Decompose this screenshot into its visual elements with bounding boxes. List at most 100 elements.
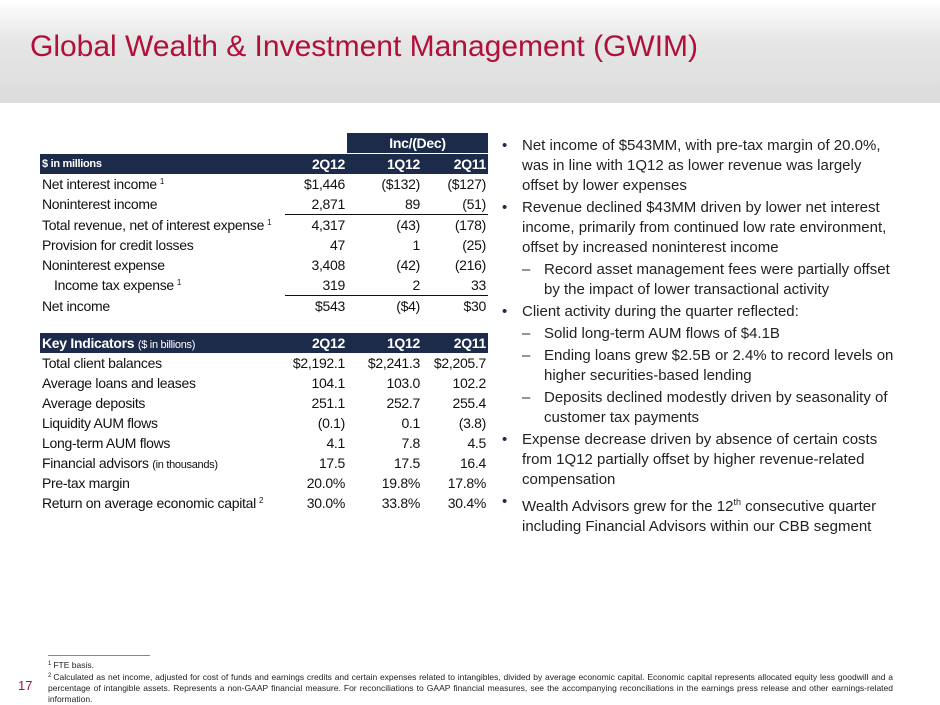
bullet-text: Expense decrease driven by absence of ce… xyxy=(522,431,878,488)
cell: (3.8) xyxy=(458,415,487,431)
cell: 102.2 xyxy=(452,375,486,391)
label-text: Long-term AUM flows xyxy=(42,435,171,451)
cell: 19.8% xyxy=(381,475,421,491)
cell: $1,446 xyxy=(285,174,347,194)
bullet: Deposits declined modestly driven by sea… xyxy=(500,388,900,428)
footnote-text: Calculated as net income, adjusted for c… xyxy=(48,672,893,704)
cell-value: 89 xyxy=(405,196,420,212)
cell: 7.8 xyxy=(401,435,420,451)
table-row: Noninterest income 2,871 89 (51) xyxy=(40,194,488,215)
column-header: 2Q11 xyxy=(422,153,488,174)
bullet-text: Record asset management fees were partia… xyxy=(544,261,890,298)
cell: 33.8% xyxy=(381,495,421,511)
spacer xyxy=(285,133,347,154)
row-label: Average deposits xyxy=(40,393,285,413)
group-header: Inc/(Dec) xyxy=(347,133,488,154)
label-text: Average deposits xyxy=(42,395,146,411)
row-label: Total revenue, net of interest expense 1 xyxy=(40,215,285,236)
header-row: Key Indicators ($ in billions) 2Q12 1Q12 2Q… xyxy=(40,333,488,353)
cell: $2,205.7 xyxy=(433,355,486,371)
table-row: Pre-tax margin 20.0% 19.8% 17.8% xyxy=(40,473,488,493)
bullet-text: Deposits declined modestly driven by sea… xyxy=(544,389,888,426)
slide-title: Global Wealth & Investment Management (G… xyxy=(30,30,699,63)
cell: 252.7 xyxy=(386,395,420,411)
bullet-text: Solid long-term AUM flows of $4.1B xyxy=(544,325,780,342)
label-text: Noninterest income xyxy=(42,196,158,213)
bullet: Revenue declined $43MM driven by lower n… xyxy=(500,198,900,258)
footnote: 2 Calculated as net income, adjusted for … xyxy=(48,671,893,705)
bullet: Net income of $543MM, with pre-tax margi… xyxy=(500,136,900,196)
cell-value: 2,871 xyxy=(311,196,345,212)
table-row: Total revenue, net of interest expense 1 4… xyxy=(40,215,488,236)
cell: 3,408 xyxy=(285,255,347,275)
footnotes: 1 FTE basis. 2 Calculated as net income, ad… xyxy=(48,659,893,705)
row-label: Average loans and leases xyxy=(40,373,285,393)
row-label: Long-term AUM flows xyxy=(40,433,285,453)
bullet: Wealth Advisors grew for the 12th consec… xyxy=(500,492,900,537)
bullet-text: Wealth Advisors grew for the 12 xyxy=(522,498,734,515)
cell-value: $30 xyxy=(463,298,487,314)
row-label: Noninterest income xyxy=(40,194,285,215)
cell: 16.4 xyxy=(459,455,486,471)
cell: (51) xyxy=(422,194,488,215)
row-label: Liquidity AUM flows xyxy=(40,413,285,433)
footnote-ref: 1 xyxy=(176,278,182,288)
cell-value: (42) xyxy=(396,257,420,273)
cell-value: ($127) xyxy=(447,176,486,192)
label-text: Liquidity AUM flows xyxy=(42,415,158,431)
page-number: 17 xyxy=(18,678,33,693)
label-text: Return on average economic capital xyxy=(42,495,256,511)
table-row: Net interest income 1 $1,446 ($132) ($127) xyxy=(40,174,488,194)
label-text: Pre-tax margin xyxy=(42,475,130,491)
cell-value: 33 xyxy=(471,277,486,293)
cell: $2,241.3 xyxy=(367,355,420,371)
column-header: 2Q11 xyxy=(422,333,488,353)
title-band xyxy=(0,0,940,103)
footnote: 1 FTE basis. xyxy=(48,659,893,671)
cell: (0.1) xyxy=(317,415,346,431)
cell: 255.4 xyxy=(452,395,486,411)
bullet: Record asset management fees were partia… xyxy=(500,260,900,300)
cell: 17.5 xyxy=(318,455,345,471)
header-text: Key Indicators xyxy=(42,335,135,351)
cell-value: 1 xyxy=(412,237,421,253)
table-row: Financial advisors (in thousands) 17.5 17.… xyxy=(40,453,488,473)
cell-value: ($4) xyxy=(396,298,420,314)
column-header: 2Q12 xyxy=(285,333,347,353)
row-label: Provision for credit losses xyxy=(40,235,285,255)
cell: (25) xyxy=(422,235,488,255)
cell: 2,871 xyxy=(285,194,347,215)
cell-value: (25) xyxy=(462,237,486,253)
label-text: Provision for credit losses xyxy=(42,237,194,253)
cell: 4.1 xyxy=(326,435,345,451)
cell-value: 319 xyxy=(322,277,346,293)
cell-value: ($132) xyxy=(381,176,420,192)
label-text: Noninterest expense xyxy=(42,257,165,273)
bullet: Solid long-term AUM flows of $4.1B xyxy=(500,324,900,344)
cell: (42) xyxy=(347,255,422,275)
footnote-ref: 1 xyxy=(159,177,165,186)
label-unit: (in thousands) xyxy=(152,459,218,471)
cell: 104.1 xyxy=(311,375,345,391)
header-row: $ in millions 2Q12 1Q12 2Q11 xyxy=(40,153,488,174)
cell-value: 3,408 xyxy=(311,257,345,273)
bullet-text: Ending loans grew $2.5B or 2.4% to recor… xyxy=(544,347,894,384)
bullet: Client activity during the quarter refle… xyxy=(500,302,900,322)
cell: 103.0 xyxy=(386,375,420,391)
cell: 4,317 xyxy=(285,215,347,236)
footnote-text: FTE basis. xyxy=(53,660,94,670)
label-text: Total client balances xyxy=(42,355,162,371)
cell: ($127) xyxy=(422,174,488,194)
label-text: Financial advisors xyxy=(42,455,149,471)
cell: 319 xyxy=(285,275,347,296)
row-label: Pre-tax margin xyxy=(40,473,285,493)
column-header: 1Q12 xyxy=(347,153,422,174)
header-label: Key Indicators ($ in billions) xyxy=(40,333,285,353)
column-header: 2Q12 xyxy=(285,153,347,174)
cell: $30 xyxy=(422,296,488,317)
cell: (216) xyxy=(422,255,488,275)
row-label: Noninterest expense xyxy=(40,255,285,275)
table-row: Average loans and leases 104.1 103.0 102.2 xyxy=(40,373,488,393)
footnote-mark: 1 xyxy=(48,661,52,667)
